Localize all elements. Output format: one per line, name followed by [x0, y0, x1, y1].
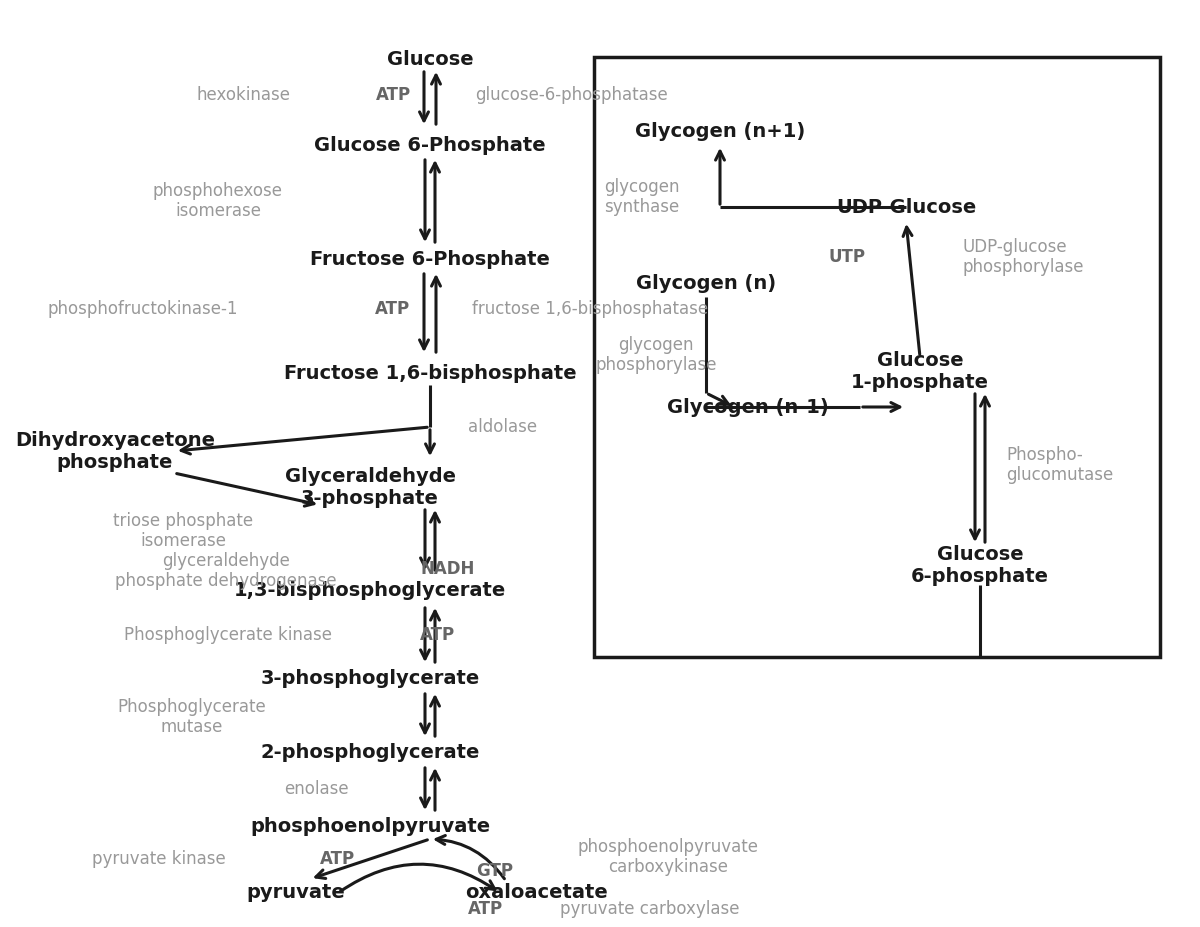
Text: phosphohexose
isomerase: phosphohexose isomerase — [154, 182, 283, 221]
Text: triose phosphate
isomerase: triose phosphate isomerase — [113, 512, 253, 551]
Text: Phospho-
glucomutase: Phospho- glucomutase — [1006, 446, 1114, 485]
Text: phosphoenolpyruvate: phosphoenolpyruvate — [250, 818, 490, 836]
Text: ATP: ATP — [376, 86, 412, 104]
Text: oxaloacetate: oxaloacetate — [464, 883, 607, 903]
Text: Phosphoglycerate kinase: Phosphoglycerate kinase — [124, 626, 332, 644]
Text: ATP: ATP — [374, 300, 410, 318]
Text: Glycogen (n): Glycogen (n) — [636, 273, 776, 293]
Text: glyceraldehyde
phosphate dehydrogenase: glyceraldehyde phosphate dehydrogenase — [115, 552, 337, 590]
Text: ATP: ATP — [320, 850, 355, 868]
Text: Glucose 6-Phosphate: Glucose 6-Phosphate — [314, 135, 546, 155]
Text: aldolase: aldolase — [468, 418, 538, 436]
Text: UDP-Glucose: UDP-Glucose — [836, 197, 976, 217]
Text: Fructose 6-Phosphate: Fructose 6-Phosphate — [310, 249, 550, 269]
Text: pyruvate carboxylase: pyruvate carboxylase — [560, 900, 739, 918]
Text: UTP: UTP — [829, 248, 866, 266]
Text: Glyceraldehyde
3-phosphate: Glyceraldehyde 3-phosphate — [284, 466, 456, 507]
Text: Glucose
6-phosphate: Glucose 6-phosphate — [911, 544, 1049, 586]
Text: Glucose
1-phosphate: Glucose 1-phosphate — [851, 350, 989, 391]
Text: Fructose 1,6-bisphosphate: Fructose 1,6-bisphosphate — [283, 363, 576, 383]
Bar — [594, 57, 1160, 657]
Text: ATP: ATP — [468, 900, 503, 918]
Text: glucose-6-phosphatase: glucose-6-phosphatase — [475, 86, 667, 104]
Text: NADH: NADH — [420, 560, 474, 578]
Text: pyruvate: pyruvate — [247, 883, 346, 903]
Text: ATP: ATP — [420, 626, 455, 644]
Text: fructose 1,6-bisphosphatase: fructose 1,6-bisphosphatase — [472, 300, 708, 318]
Text: glycogen
phosphorylase: glycogen phosphorylase — [595, 336, 716, 375]
Text: enolase: enolase — [284, 780, 349, 798]
Text: pyruvate kinase: pyruvate kinase — [92, 850, 226, 868]
Text: Dihydroxyacetone
phosphate: Dihydroxyacetone phosphate — [14, 430, 215, 472]
Text: glycogen
synthase: glycogen synthase — [605, 178, 679, 216]
Text: GTP: GTP — [476, 862, 514, 880]
Text: phosphofructokinase-1: phosphofructokinase-1 — [48, 300, 238, 318]
Text: phosphoenolpyruvate
carboxykinase: phosphoenolpyruvate carboxykinase — [577, 838, 758, 876]
Text: Glycogen (n-1): Glycogen (n-1) — [667, 398, 829, 416]
Text: 1,3-bisphosphoglycerate: 1,3-bisphosphoglycerate — [234, 581, 506, 601]
Text: 2-phosphoglycerate: 2-phosphoglycerate — [260, 743, 480, 763]
Text: hexokinase: hexokinase — [196, 86, 290, 104]
Text: Phosphoglycerate
mutase: Phosphoglycerate mutase — [118, 698, 266, 736]
Text: Glucose: Glucose — [386, 49, 473, 69]
Text: 3-phosphoglycerate: 3-phosphoglycerate — [260, 669, 480, 689]
Text: UDP-glucose
phosphorylase: UDP-glucose phosphorylase — [962, 237, 1084, 276]
Text: Glycogen (n+1): Glycogen (n+1) — [635, 121, 805, 141]
